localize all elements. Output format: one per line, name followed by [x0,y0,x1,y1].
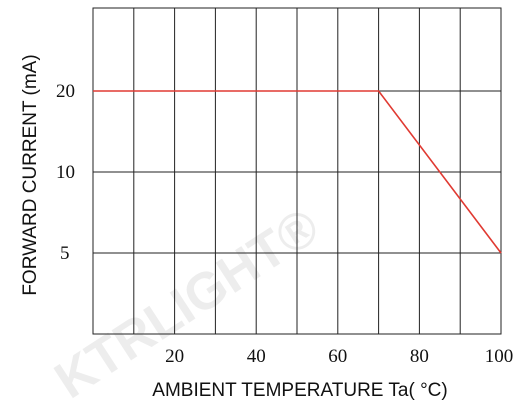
y-tick-label: 5 [60,243,70,264]
y-axis-label: FORWARD CURRENT (mA) [20,54,41,295]
x-tick-label: 20 [165,346,184,367]
series-layer [93,90,502,254]
x-tick-label: 40 [247,346,266,367]
plot-frame [92,7,502,335]
y-tick-label: 20 [56,81,75,102]
x-axis-label: AMBIENT TEMPERATURE Ta( °C) [152,380,447,401]
x-tick-label: 100 [485,346,514,367]
y-tick-label: 10 [56,162,75,183]
x-tick-labels: 20 40 60 80 100 [165,346,513,367]
series-line [93,90,502,254]
y-tick-labels: 20 10 5 [56,81,75,264]
watermark: KTRLIGHT® [45,197,329,407]
x-tick-label: 60 [328,346,347,367]
x-tick-label: 80 [410,346,429,367]
grid-lines [93,8,501,334]
